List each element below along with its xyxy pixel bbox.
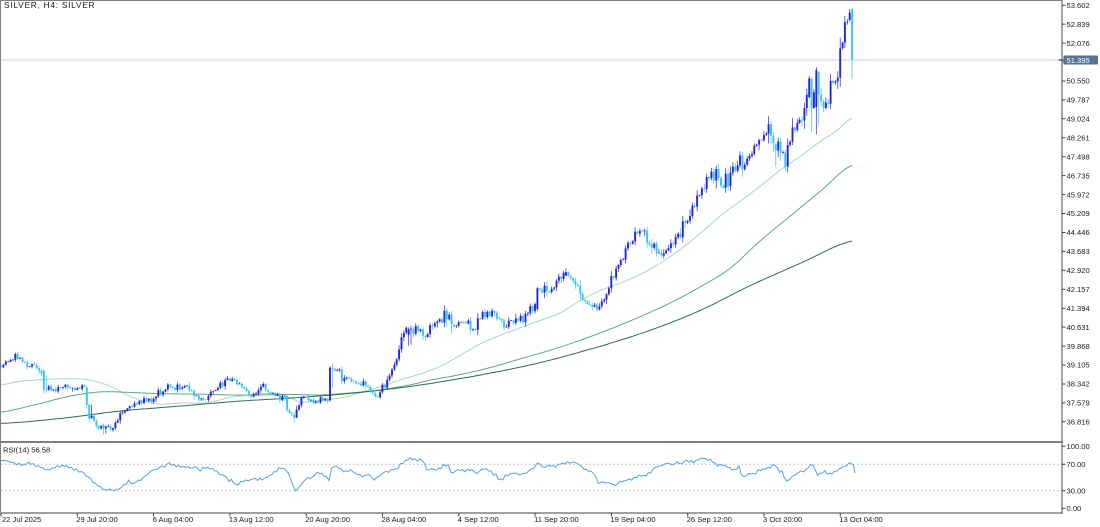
svg-text:45.209: 45.209 [1067, 209, 1090, 218]
svg-text:47.498: 47.498 [1067, 152, 1090, 161]
svg-text:42.920: 42.920 [1067, 266, 1090, 275]
svg-text:28 Aug 04:00: 28 Aug 04:00 [382, 515, 427, 524]
svg-text:100.00: 100.00 [1067, 442, 1090, 451]
svg-text:38.342: 38.342 [1067, 380, 1090, 389]
svg-text:37.579: 37.579 [1067, 399, 1090, 408]
svg-text:70.00: 70.00 [1067, 460, 1086, 469]
svg-text:20 Aug 20:00: 20 Aug 20:00 [305, 515, 350, 524]
svg-text:40.631: 40.631 [1067, 323, 1090, 332]
svg-text:13 Aug 12:00: 13 Aug 12:00 [229, 515, 274, 524]
svg-text:SILVER, H4: SILVER: SILVER, H4: SILVER [4, 0, 95, 10]
svg-text:3 Oct 20:00: 3 Oct 20:00 [763, 515, 802, 524]
svg-text:26 Sep 12:00: 26 Sep 12:00 [687, 515, 732, 524]
svg-text:46.735: 46.735 [1067, 171, 1090, 180]
svg-text:52.076: 52.076 [1067, 39, 1090, 48]
svg-text:52.839: 52.839 [1067, 20, 1090, 29]
svg-text:39.868: 39.868 [1067, 342, 1090, 351]
svg-text:22 Jul 2025: 22 Jul 2025 [2, 515, 41, 524]
svg-text:29 Jul 20:00: 29 Jul 20:00 [76, 515, 117, 524]
svg-text:39.105: 39.105 [1067, 361, 1090, 370]
svg-text:50.550: 50.550 [1067, 77, 1090, 86]
svg-text:43.683: 43.683 [1067, 247, 1090, 256]
svg-text:13 Oct 04:00: 13 Oct 04:00 [839, 515, 882, 524]
svg-text:41.394: 41.394 [1067, 304, 1090, 313]
svg-text:19 Sep 04:00: 19 Sep 04:00 [610, 515, 655, 524]
svg-text:51.395: 51.395 [1067, 56, 1090, 65]
svg-text:49.787: 49.787 [1067, 96, 1090, 105]
svg-text:53.602: 53.602 [1067, 1, 1090, 10]
svg-text:0.00: 0.00 [1067, 504, 1082, 513]
svg-text:6 Aug 04:00: 6 Aug 04:00 [153, 515, 194, 524]
svg-text:4 Sep 12:00: 4 Sep 12:00 [458, 515, 499, 524]
svg-text:42.157: 42.157 [1067, 285, 1090, 294]
svg-text:44.446: 44.446 [1067, 228, 1090, 237]
svg-text:36.816: 36.816 [1067, 418, 1090, 427]
svg-text:RSI(14) 56.58: RSI(14) 56.58 [3, 446, 50, 455]
svg-text:30.00: 30.00 [1067, 487, 1086, 496]
svg-text:49.024: 49.024 [1067, 115, 1090, 124]
svg-text:11 Sep 20:00: 11 Sep 20:00 [534, 515, 579, 524]
svg-text:48.261: 48.261 [1067, 134, 1090, 143]
svg-text:45.972: 45.972 [1067, 190, 1090, 199]
